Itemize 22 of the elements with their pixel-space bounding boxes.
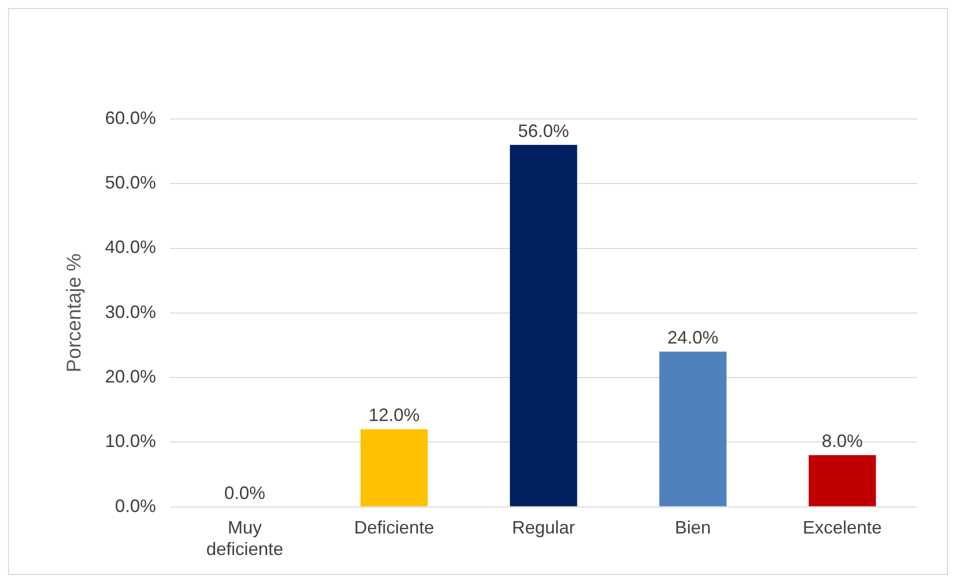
- x-tick-label: Bien: [674, 518, 711, 538]
- x-tick-label: Excelente: [802, 518, 882, 538]
- x-tick-label: Muy deficiente: [206, 518, 284, 560]
- bar: [808, 455, 876, 506]
- y-axis-title: Porcentaje %: [64, 253, 86, 372]
- x-tick-label: Deficiente: [354, 518, 434, 538]
- y-tick-label: 50.0%: [104, 172, 156, 193]
- y-tick-label: 0.0%: [115, 496, 156, 516]
- data-label: 8.0%: [822, 431, 863, 452]
- y-tick-label: 30.0%: [104, 302, 156, 322]
- y-tick-label: 10.0%: [104, 431, 156, 452]
- y-tick-label: 20.0%: [104, 366, 156, 386]
- y-tick-label: 40.0%: [104, 237, 156, 258]
- y-tick-label: 60.0%: [104, 108, 156, 128]
- bar: [510, 144, 578, 506]
- bar: [360, 429, 428, 506]
- data-label: 0.0%: [224, 482, 266, 503]
- x-tick-label: Regular: [512, 518, 576, 538]
- bar: [659, 352, 727, 506]
- data-label: 24.0%: [667, 328, 718, 348]
- data-label: 56.0%: [518, 120, 570, 141]
- data-label: 12.0%: [368, 405, 420, 426]
